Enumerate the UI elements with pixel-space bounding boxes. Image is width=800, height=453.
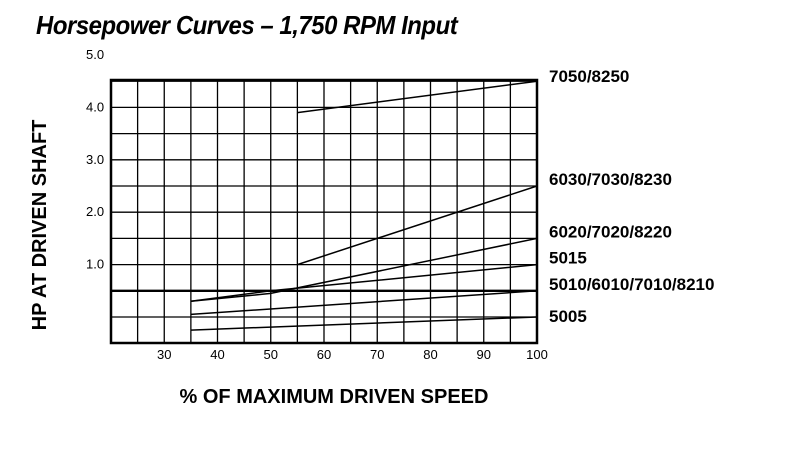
x-tick-label: 80 <box>423 347 437 362</box>
series-line <box>297 80 538 114</box>
plot-frame <box>109 78 539 345</box>
series-label: 7050/8250 <box>549 67 629 86</box>
y-tick-label: 2.0 <box>86 204 104 219</box>
x-tick-label: 60 <box>317 347 331 362</box>
x-tick-label: 50 <box>264 347 278 362</box>
x-tick-label: 90 <box>477 347 491 362</box>
series-label: 6020/7020/8220 <box>549 222 672 241</box>
series-line <box>190 316 538 331</box>
series-label: 5010/6010/7010/8210 <box>549 275 714 294</box>
x-axis-label: % OF MAXIMUM DRIVEN SPEED <box>180 386 489 408</box>
x-tick-label: 70 <box>370 347 384 362</box>
series-line <box>297 185 538 266</box>
series-label: 6030/7030/8230 <box>549 170 672 189</box>
y-tick-label: 3.0 <box>86 152 104 167</box>
y-tick-label: 1.0 <box>86 257 104 272</box>
series-label: 5015 <box>549 249 587 268</box>
series-line <box>190 290 538 316</box>
series-label: 5005 <box>549 307 587 326</box>
series-line <box>190 237 538 303</box>
series-group <box>111 80 538 331</box>
x-tick-label: 100 <box>526 347 548 362</box>
grid <box>111 80 537 343</box>
y-tick-label: 5.0 <box>86 47 104 62</box>
y-tick-label: 4.0 <box>86 99 104 114</box>
x-tick-label: 30 <box>157 347 171 362</box>
x-tick-label: 40 <box>210 347 224 362</box>
y-axis-label: HP AT DRIVEN SHAFT <box>29 120 51 331</box>
tick-labels: 30 40 50 60 70 80 90 100 1.0 2.0 3.0 4.0 5.0 <box>86 47 548 362</box>
chart-title: Horsepower Curves – 1,750 RPM Input <box>36 10 458 40</box>
series-labels: 7050/8250 6030/7030/8230 6020/7020/8220 501… <box>549 67 714 326</box>
